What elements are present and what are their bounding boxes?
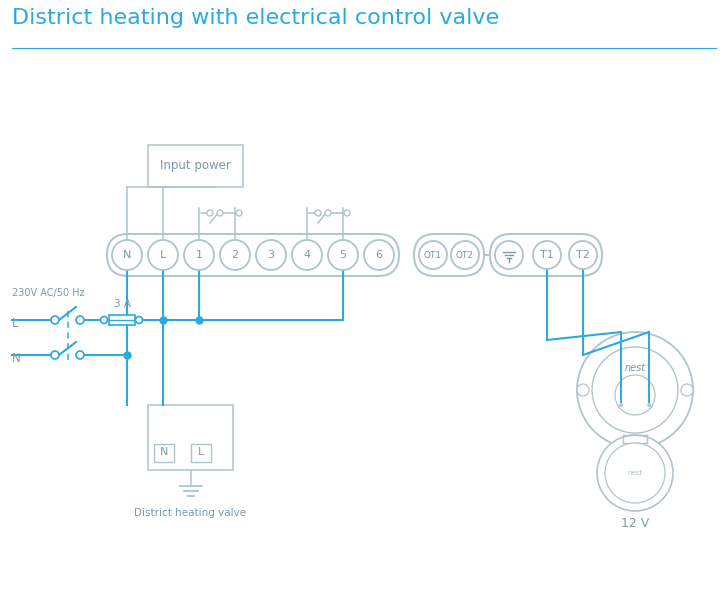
Text: 2: 2 xyxy=(232,250,239,260)
Circle shape xyxy=(315,210,321,216)
Circle shape xyxy=(605,443,665,503)
Text: T1: T1 xyxy=(540,250,554,260)
Bar xyxy=(148,145,243,187)
Text: OT2: OT2 xyxy=(456,251,474,260)
Circle shape xyxy=(569,241,597,269)
Circle shape xyxy=(148,240,178,270)
Circle shape xyxy=(112,240,142,270)
Circle shape xyxy=(236,210,242,216)
Circle shape xyxy=(364,240,394,270)
Circle shape xyxy=(256,240,286,270)
Circle shape xyxy=(577,332,693,448)
Circle shape xyxy=(292,240,322,270)
Circle shape xyxy=(207,210,213,216)
FancyBboxPatch shape xyxy=(107,234,399,276)
Text: N: N xyxy=(123,250,131,260)
Bar xyxy=(154,444,174,462)
Text: L: L xyxy=(198,447,204,457)
Text: 1: 1 xyxy=(196,250,202,260)
Circle shape xyxy=(533,241,561,269)
Circle shape xyxy=(647,403,651,406)
Text: District heating with electrical control valve: District heating with electrical control… xyxy=(12,8,499,28)
Circle shape xyxy=(615,375,655,415)
Bar xyxy=(109,315,135,325)
Circle shape xyxy=(597,435,673,511)
Circle shape xyxy=(344,210,350,216)
Circle shape xyxy=(328,240,358,270)
Text: 5: 5 xyxy=(339,250,347,260)
FancyBboxPatch shape xyxy=(414,234,484,276)
Circle shape xyxy=(135,317,143,324)
Text: nest: nest xyxy=(628,470,643,476)
Circle shape xyxy=(592,347,678,433)
Circle shape xyxy=(76,316,84,324)
Text: OT1: OT1 xyxy=(424,251,442,260)
Circle shape xyxy=(577,384,589,396)
Circle shape xyxy=(646,402,652,409)
Text: 3 A: 3 A xyxy=(114,299,130,309)
Text: nest: nest xyxy=(625,363,646,373)
Text: 230V AC/50 Hz: 230V AC/50 Hz xyxy=(12,288,84,298)
Circle shape xyxy=(681,384,693,396)
Text: N: N xyxy=(160,447,168,457)
Text: 12 V: 12 V xyxy=(621,517,649,530)
Circle shape xyxy=(51,351,59,359)
Circle shape xyxy=(100,317,108,324)
Circle shape xyxy=(620,403,622,406)
Circle shape xyxy=(220,240,250,270)
FancyBboxPatch shape xyxy=(490,234,602,276)
Bar xyxy=(148,405,233,470)
Circle shape xyxy=(76,351,84,359)
Circle shape xyxy=(51,316,59,324)
Text: Input power: Input power xyxy=(160,160,231,172)
Circle shape xyxy=(451,241,479,269)
Circle shape xyxy=(325,210,331,216)
Text: L: L xyxy=(12,317,18,330)
Text: 4: 4 xyxy=(304,250,311,260)
Text: 6: 6 xyxy=(376,250,382,260)
Text: L: L xyxy=(160,250,166,260)
Text: N: N xyxy=(12,352,21,365)
Text: District heating valve: District heating valve xyxy=(135,508,247,518)
Circle shape xyxy=(419,241,447,269)
Circle shape xyxy=(217,210,223,216)
Circle shape xyxy=(184,240,214,270)
Text: 3: 3 xyxy=(267,250,274,260)
Text: T2: T2 xyxy=(576,250,590,260)
Circle shape xyxy=(495,241,523,269)
Bar xyxy=(191,444,211,462)
Circle shape xyxy=(617,402,625,409)
